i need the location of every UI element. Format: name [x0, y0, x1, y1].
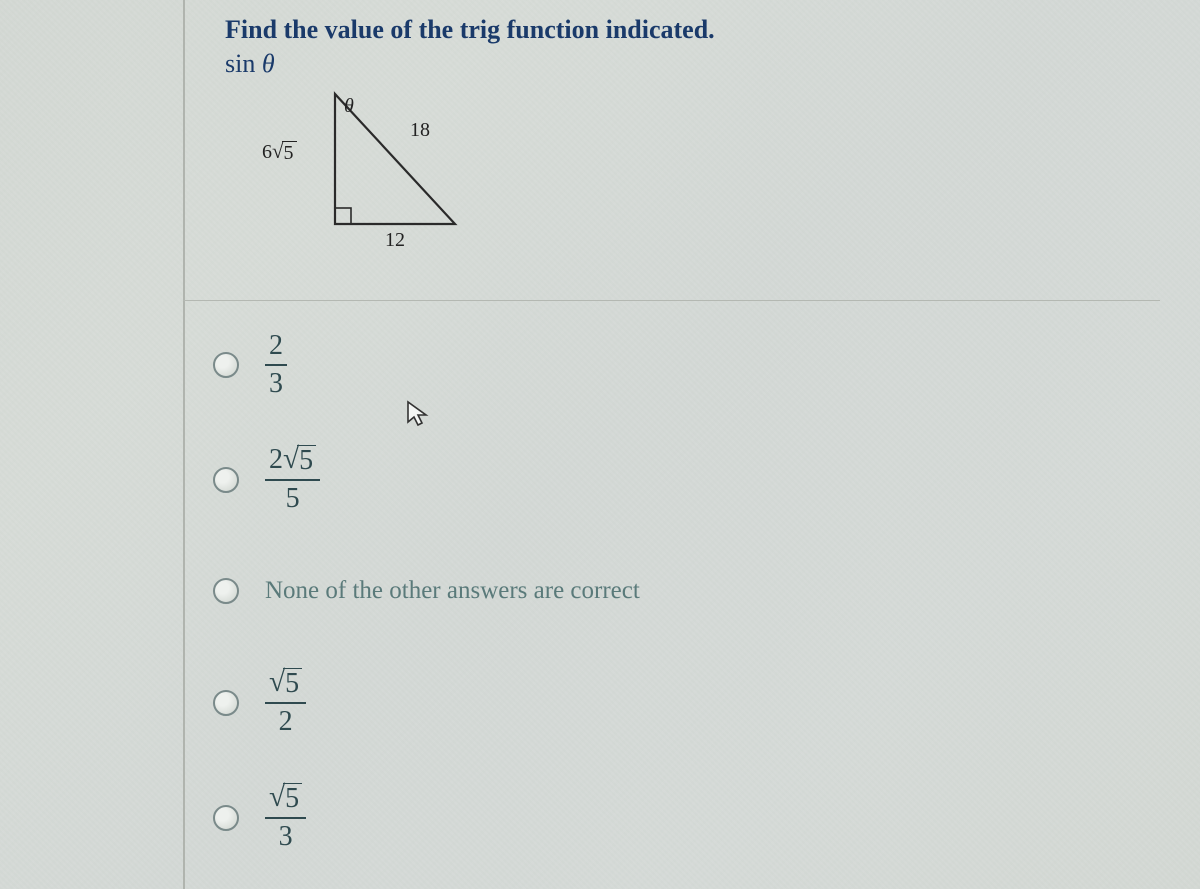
radio-icon[interactable] [213, 352, 239, 378]
choice-4[interactable]: √5 2 [213, 667, 640, 738]
choice-1-fraction: 2 3 [265, 330, 287, 400]
radio-icon[interactable] [213, 467, 239, 493]
choice-3[interactable]: None of the other answers are correct [213, 559, 640, 623]
choice-1[interactable]: 2 3 [213, 330, 640, 400]
base-label: 12 [385, 229, 405, 252]
left-margin-rule [183, 0, 185, 889]
choice-4-fraction: √5 2 [265, 667, 306, 738]
trig-function: sin [225, 49, 255, 78]
trig-expression: sin θ [225, 49, 1160, 79]
radio-icon[interactable] [213, 690, 239, 716]
triangle-figure: 6√5 θ 18 12 [280, 89, 500, 249]
choice-2-fraction: 2√5 5 [265, 444, 320, 515]
radio-icon[interactable] [213, 578, 239, 604]
angle-symbol: θ [262, 49, 275, 78]
radio-icon[interactable] [213, 805, 239, 831]
answer-choices: 2 3 2√5 5 None of the other answers are … [213, 330, 640, 853]
question-title: Find the value of the trig function indi… [225, 15, 1160, 45]
leg-vertical-label: 6√5 [262, 141, 297, 164]
section-divider [183, 300, 1160, 301]
hypotenuse-label: 18 [410, 119, 430, 142]
angle-theta-label: θ [344, 95, 354, 118]
choice-2[interactable]: 2√5 5 [213, 444, 640, 515]
choice-5[interactable]: √5 3 [213, 782, 640, 853]
choice-3-text: None of the other answers are correct [265, 577, 640, 605]
right-angle-box [335, 208, 351, 224]
choice-5-fraction: √5 3 [265, 782, 306, 853]
triangle-svg [280, 89, 500, 249]
question-block: Find the value of the trig function indi… [225, 15, 1160, 249]
